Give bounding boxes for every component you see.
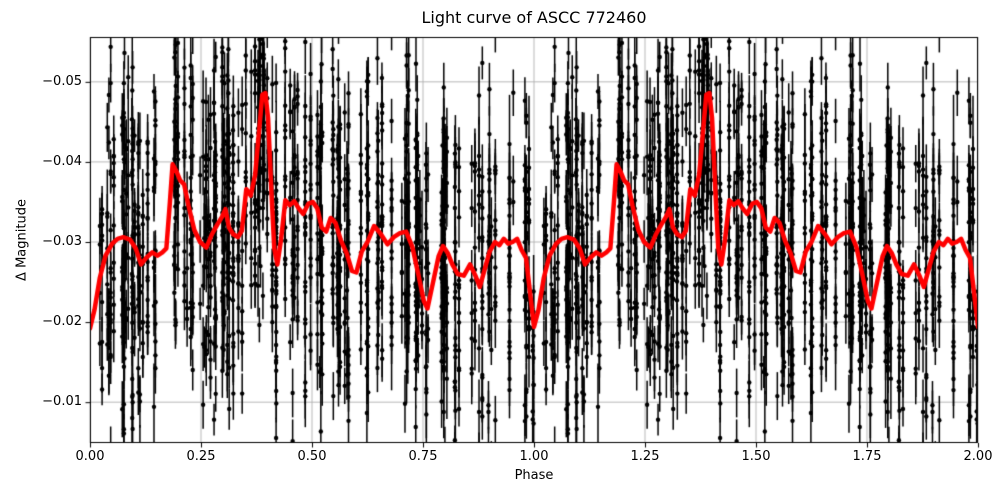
- x-tick-label: 1.50: [741, 449, 771, 464]
- x-tick-label: 0.50: [297, 449, 327, 464]
- y-tick-label: −0.04: [42, 153, 82, 169]
- chart-title: Light curve of ASCC 772460: [421, 8, 647, 27]
- x-tick-label: 1.25: [630, 449, 660, 464]
- x-tick-label: 1.75: [852, 449, 882, 464]
- y-tick-label: −0.02: [42, 314, 82, 330]
- x-axis-label: Phase: [514, 468, 554, 483]
- x-tick-label: 0.75: [408, 449, 438, 464]
- x-tick-label: 0.00: [75, 449, 105, 464]
- y-tick-label: −0.03: [42, 234, 82, 249]
- x-tick-label: 0.25: [186, 449, 216, 464]
- y-tick-label: −0.05: [42, 73, 82, 89]
- x-tick-label: 2.00: [963, 449, 993, 464]
- x-tick-label: 1.00: [519, 449, 549, 464]
- y-tick-label: −0.01: [42, 394, 82, 410]
